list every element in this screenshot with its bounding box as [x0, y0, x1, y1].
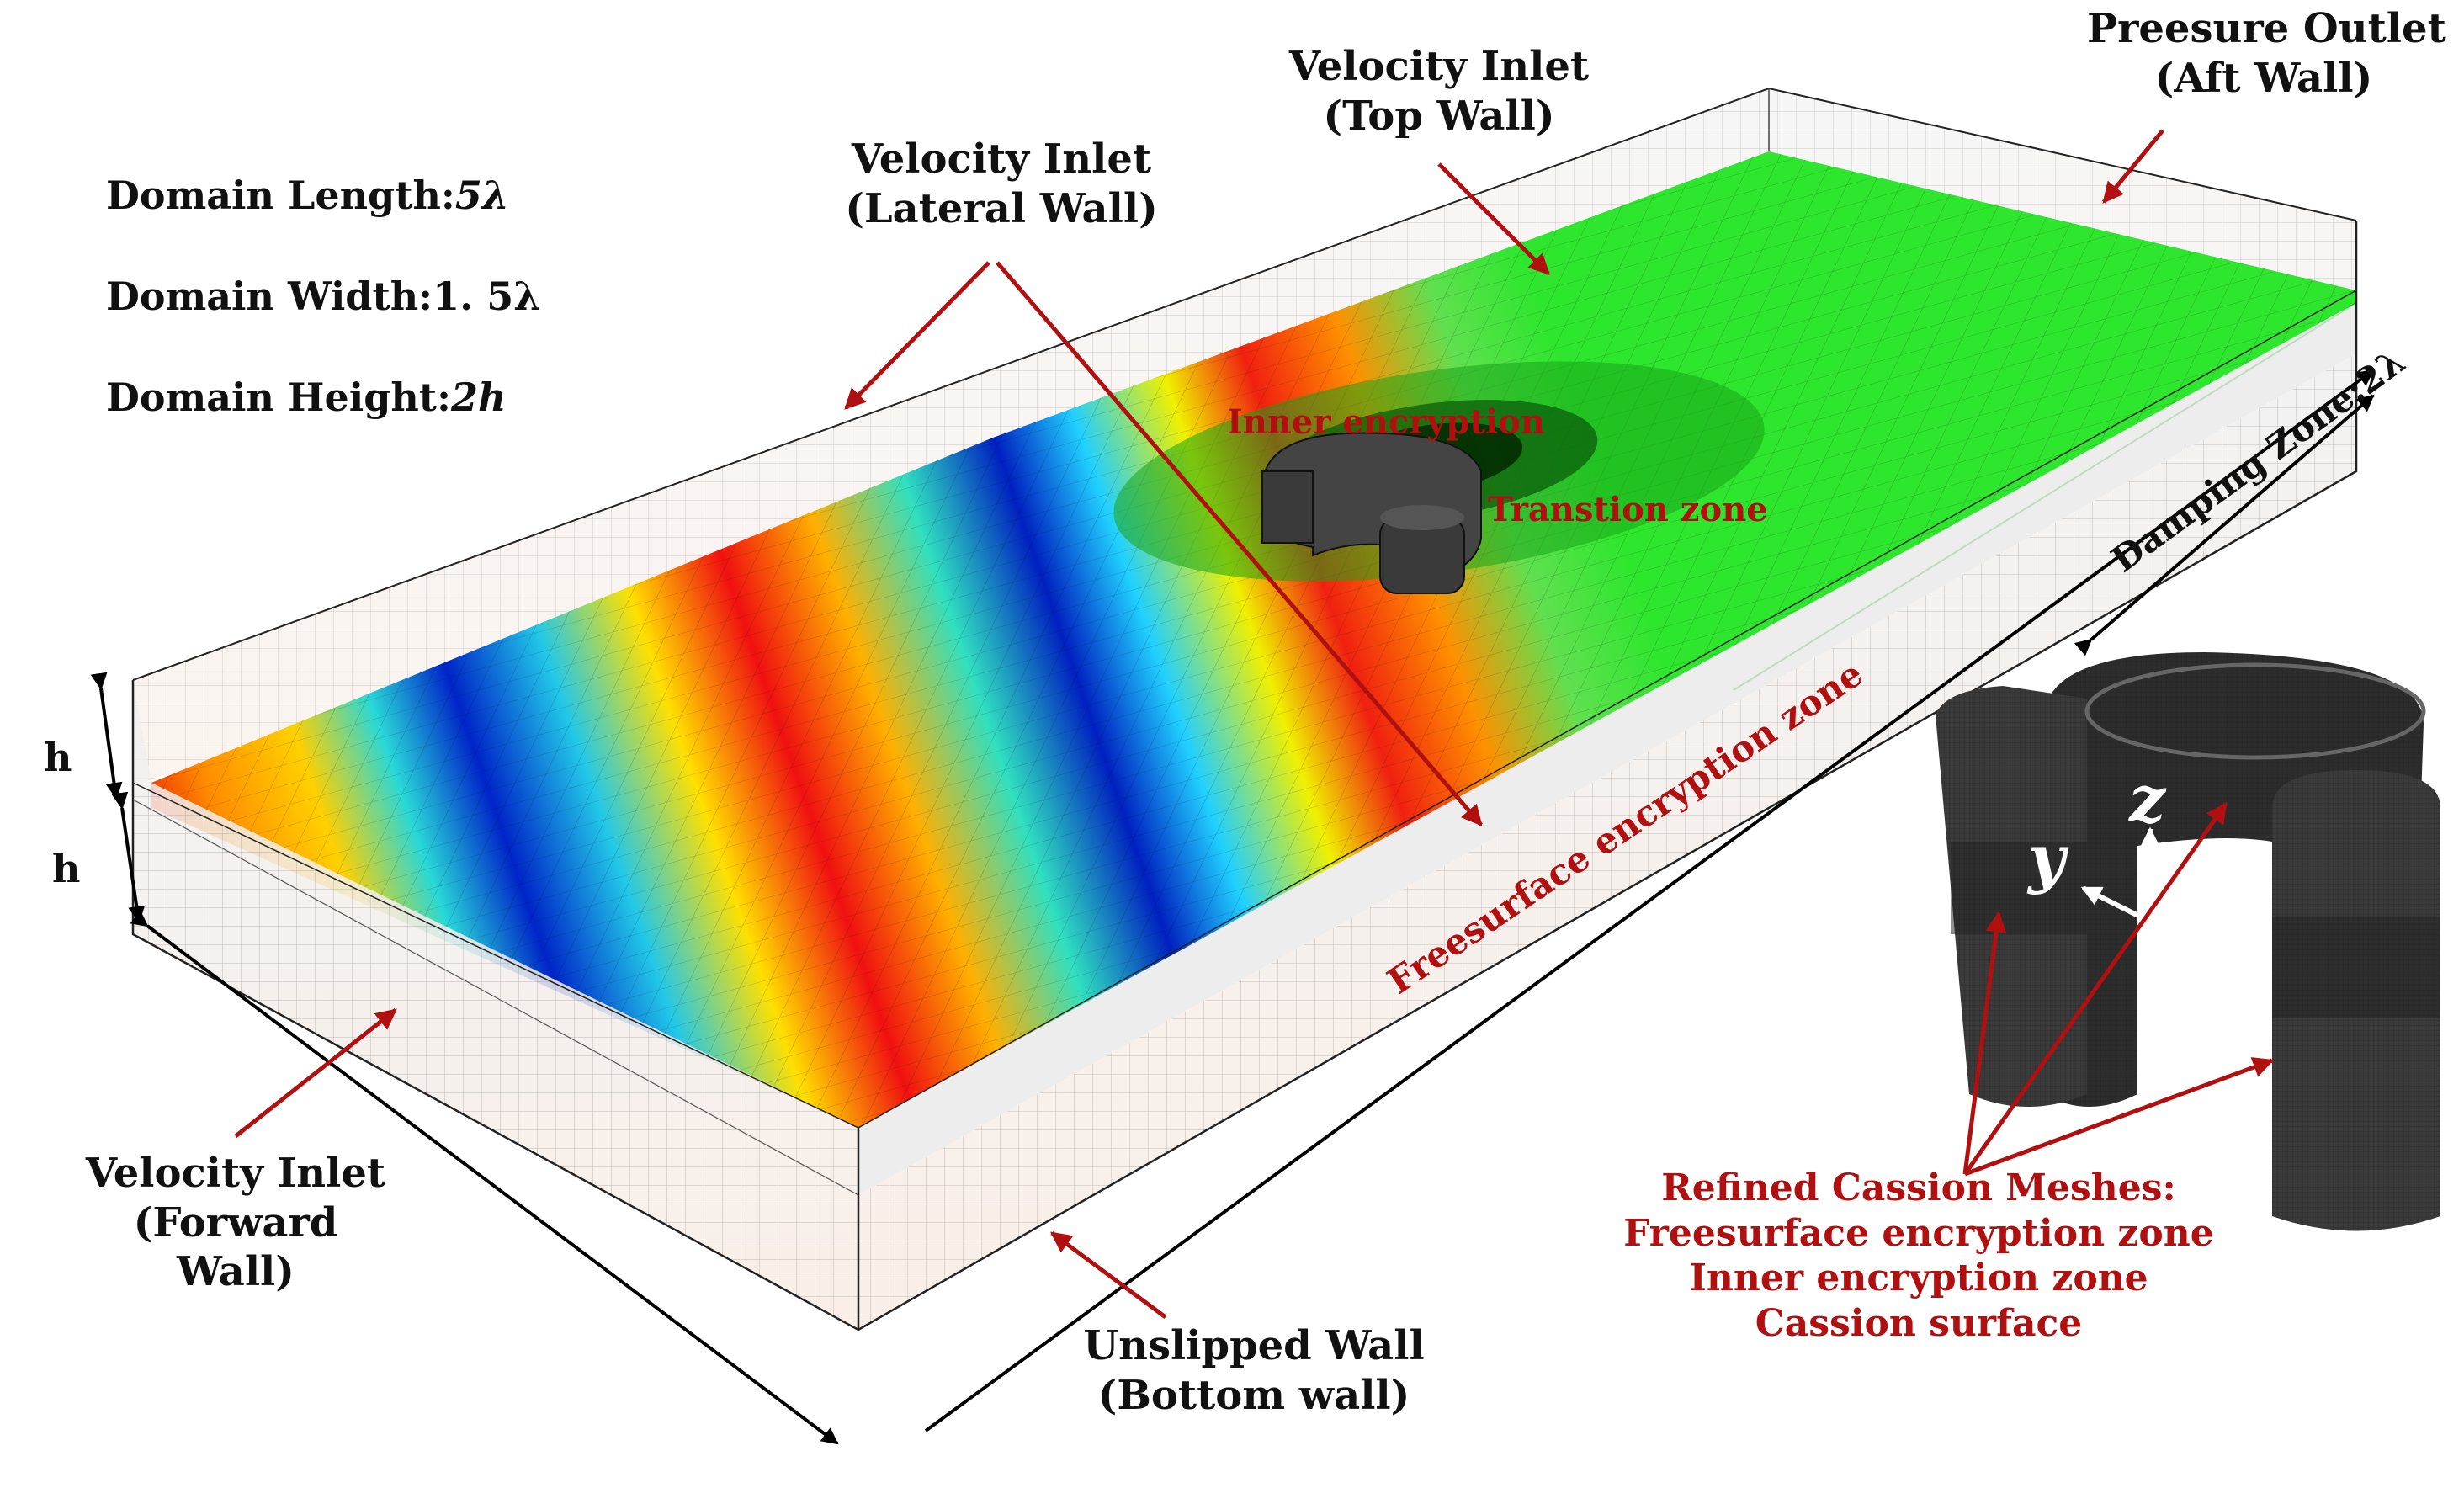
top-wall-label: Velocity Inlet (Top Wall): [1288, 43, 1590, 140]
cassion-mesh-caption: Refined Cassion Meshes: Freesurface encr…: [1623, 1166, 2214, 1346]
axis-y-label: y: [2028, 821, 2066, 895]
annotation-arrows: [234, 129, 2275, 1320]
aft-wall-label: Preesure Outlet (Aft Wall): [2087, 5, 2446, 102]
caisson-inset: [1936, 652, 2440, 1231]
inner-encryption-label: Inner encryption: [1227, 402, 1545, 442]
bottom-wall-label: Unslipped Wall (Bottom wall): [1083, 1322, 1425, 1419]
h-label-upper: h: [44, 735, 72, 780]
h-label-lower: h: [52, 846, 81, 891]
lateral-wall-label: Velocity Inlet (Lateral Wall): [845, 136, 1158, 232]
caisson-small: [1261, 432, 1482, 594]
transition-zone-label: Transtion zone: [1488, 490, 1768, 529]
domain-width: Domain Width:1. 5λ: [106, 274, 541, 319]
domain-height: Domain Height:2ℎ: [106, 375, 507, 420]
domain-length: Domain Length:5λ: [106, 173, 510, 218]
axis-x-label: x: [2230, 821, 2269, 895]
forward-wall-label: Velocity Inlet (Forward Wall): [85, 1150, 386, 1296]
axis-z-label: z: [2129, 762, 2166, 837]
dimension-lines: [90, 369, 2375, 1445]
